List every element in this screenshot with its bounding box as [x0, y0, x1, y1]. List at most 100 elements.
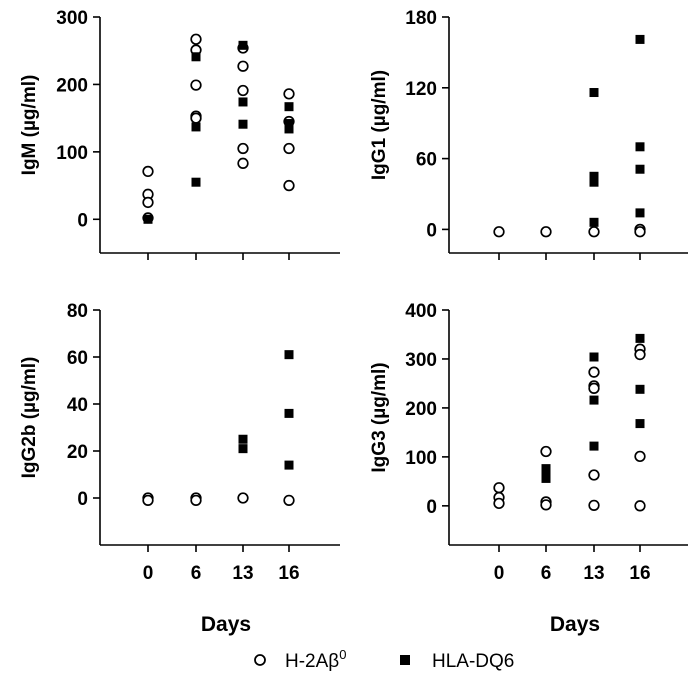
- data-point-hla-dq6: [541, 468, 551, 478]
- y-tick-label: 60: [416, 150, 437, 171]
- panel-2: 0 60 120 180 IgG1 (µg/ml): [369, 8, 688, 260]
- y-axis-label: IgG3 (µg/ml): [369, 362, 390, 472]
- data-point-hla-dq6: [284, 102, 294, 112]
- data-point-hla-dq6: [238, 40, 248, 50]
- data-point-hla-dq6: [284, 408, 294, 418]
- data-point-h2ab0: [588, 499, 600, 511]
- data-point-h2ab0: [190, 79, 202, 91]
- y-tick-label: 100: [56, 143, 88, 164]
- data-point-hla-dq6: [589, 171, 599, 181]
- y-axis-label: IgM (µg/ml): [19, 75, 40, 176]
- y-tick-label: 0: [77, 210, 88, 231]
- data-point-hla-dq6: [284, 119, 294, 129]
- data-point-hla-dq6: [635, 384, 645, 394]
- y-tick-label: 80: [67, 301, 88, 322]
- data-point-hla-dq6: [284, 124, 294, 134]
- data-point-h2ab0: [237, 157, 249, 169]
- y-axis-label: IgG2b (µg/ml): [19, 357, 40, 479]
- data-point-h2ab0: [237, 60, 249, 72]
- data-point-h2ab0: [493, 226, 505, 238]
- data-point-h2ab0: [588, 382, 600, 394]
- legend-label-hla-dq6: HLA-DQ6: [432, 651, 514, 672]
- legend-label-h2ab0: H-2Aβ0: [285, 647, 346, 672]
- legend: H-2Aβ0 HLA-DQ6: [254, 647, 514, 672]
- x-tick-label: 0: [143, 563, 154, 584]
- x-tick-label: 6: [541, 563, 552, 584]
- data-point-h2ab0: [142, 165, 154, 178]
- data-point-hla-dq6: [589, 352, 599, 362]
- data-point-hla-dq6: [238, 119, 248, 129]
- data-point-h2ab0: [634, 500, 646, 512]
- y-tick-label: 0: [426, 220, 437, 241]
- x-tick-label: 0: [494, 563, 505, 584]
- data-point-hla-dq6: [238, 434, 248, 444]
- x-axis-label-left: Days: [201, 613, 251, 636]
- data-point-hla-dq6: [191, 122, 201, 132]
- data-point-h2ab0: [283, 494, 295, 507]
- data-point-h2ab0: [634, 226, 646, 238]
- data-point-hla-dq6: [635, 333, 645, 343]
- y-tick-label: 100: [405, 448, 437, 469]
- x-tick-label: 16: [278, 563, 299, 584]
- data-point-h2ab0: [540, 499, 552, 511]
- y-tick-label: 120: [405, 79, 437, 100]
- panel-1: 0 100 200 300 IgM (µg/ml): [19, 8, 340, 260]
- y-tick-label: 0: [77, 489, 88, 510]
- y-tick-label: 300: [405, 350, 437, 371]
- data-point-hla-dq6: [589, 441, 599, 451]
- data-point-hla-dq6: [635, 34, 645, 44]
- data-point-h2ab0: [588, 366, 600, 378]
- data-point-hla-dq6: [284, 460, 294, 470]
- data-point-hla-dq6: [635, 142, 645, 152]
- data-point-hla-dq6: [635, 208, 645, 218]
- data-point-h2ab0: [634, 348, 646, 361]
- data-point-hla-dq6: [238, 444, 248, 454]
- data-point-hla-dq6: [589, 177, 599, 187]
- data-point-hla-dq6: [635, 164, 645, 174]
- data-point-h2ab0: [190, 112, 202, 124]
- data-point-h2ab0: [237, 142, 249, 155]
- data-point-hla-dq6: [589, 217, 599, 227]
- data-point-hla-dq6: [191, 52, 201, 62]
- data-point-hla-dq6: [635, 419, 645, 429]
- y-tick-label: 400: [405, 301, 437, 322]
- legend-marker-filled-square: [400, 655, 410, 665]
- data-point-h2ab0: [540, 226, 552, 238]
- x-tick-label: 13: [583, 563, 604, 584]
- y-tick-label: 200: [56, 75, 88, 96]
- y-tick-label: 300: [56, 8, 88, 29]
- data-point-hla-dq6: [589, 88, 599, 98]
- y-tick-label: 60: [67, 348, 88, 369]
- x-tick-label: 16: [629, 563, 650, 584]
- data-point-h2ab0: [283, 88, 295, 100]
- data-point-h2ab0: [588, 469, 600, 481]
- y-tick-label: 0: [426, 497, 437, 518]
- data-point-h2ab0: [237, 492, 249, 504]
- data-point-h2ab0: [493, 497, 505, 510]
- data-point-hla-dq6: [143, 214, 153, 224]
- data-point-h2ab0: [142, 196, 154, 209]
- data-point-hla-dq6: [589, 395, 599, 405]
- data-point-hla-dq6: [191, 177, 201, 187]
- data-point-hla-dq6: [238, 97, 248, 107]
- y-tick-label: 180: [405, 8, 437, 29]
- data-point-h2ab0: [283, 142, 295, 155]
- y-tick-label: 20: [67, 442, 88, 463]
- data-point-h2ab0: [283, 179, 295, 192]
- data-point-hla-dq6: [541, 473, 551, 483]
- data-point-h2ab0: [634, 450, 646, 463]
- data-point-h2ab0: [190, 494, 202, 507]
- panel-4: 0 100 200 300 400 0 6 13 16 IgG3 (µg/ml): [369, 301, 688, 584]
- data-point-h2ab0: [190, 33, 202, 45]
- x-tick-label: 13: [232, 563, 253, 584]
- panel-3: 0 20 40 60 80 0 6 13 16 IgG2b (µg/ml): [19, 301, 340, 584]
- data-point-h2ab0: [142, 494, 154, 507]
- x-tick-label: 6: [191, 563, 202, 584]
- data-point-h2ab0: [540, 445, 552, 458]
- legend-marker-open-circle: [254, 654, 266, 666]
- y-tick-label: 200: [405, 399, 437, 420]
- x-axis-label-right: Days: [550, 613, 600, 636]
- y-tick-label: 40: [67, 395, 88, 416]
- data-point-hla-dq6: [284, 350, 294, 360]
